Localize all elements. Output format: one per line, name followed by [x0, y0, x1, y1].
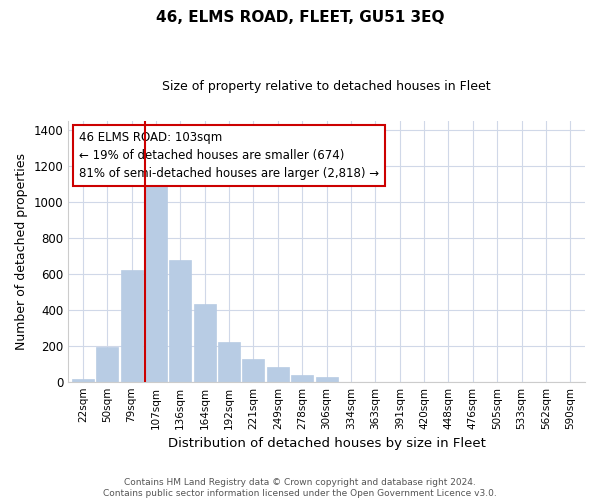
Text: 46, ELMS ROAD, FLEET, GU51 3EQ: 46, ELMS ROAD, FLEET, GU51 3EQ: [156, 10, 444, 25]
Bar: [72, 379, 94, 382]
Bar: [194, 304, 215, 382]
Bar: [267, 368, 289, 382]
Bar: [242, 359, 265, 382]
Title: Size of property relative to detached houses in Fleet: Size of property relative to detached ho…: [162, 80, 491, 93]
Bar: [218, 342, 240, 382]
Bar: [145, 182, 167, 382]
Bar: [96, 346, 118, 382]
Text: Contains HM Land Registry data © Crown copyright and database right 2024.
Contai: Contains HM Land Registry data © Crown c…: [103, 478, 497, 498]
Bar: [316, 377, 338, 382]
Bar: [169, 260, 191, 382]
X-axis label: Distribution of detached houses by size in Fleet: Distribution of detached houses by size …: [167, 437, 485, 450]
Text: 46 ELMS ROAD: 103sqm
← 19% of detached houses are smaller (674)
81% of semi-deta: 46 ELMS ROAD: 103sqm ← 19% of detached h…: [79, 131, 379, 180]
Bar: [121, 270, 143, 382]
Y-axis label: Number of detached properties: Number of detached properties: [15, 152, 28, 350]
Bar: [291, 376, 313, 382]
